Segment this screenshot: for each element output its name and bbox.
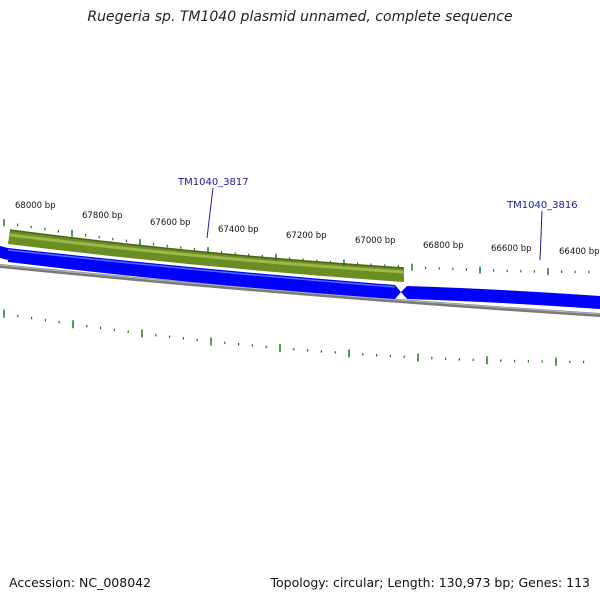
ruler-label-68000: 68000 bp <box>15 201 56 211</box>
map-title: Ruegeria sp. TM1040 plasmid unnamed, com… <box>87 9 513 25</box>
outer-ruler-ticks <box>3 219 590 276</box>
ruler-label-67800: 67800 bp <box>82 211 123 221</box>
ruler-label-67400: 67400 bp <box>218 225 259 235</box>
leader-line-tm1040-3817 <box>206 187 214 239</box>
ruler-label-66400: 66400 bp <box>559 247 600 257</box>
ruler-label-67200: 67200 bp <box>286 231 327 241</box>
ruler-label-67600: 67600 bp <box>150 218 191 228</box>
gene-arrow-tm1040-3817-highlight <box>9 233 405 274</box>
inner-ruler-ticks <box>3 309 585 366</box>
gene-arrow-long-blue-highlight <box>7 249 396 288</box>
backbone-arc-highlight <box>0 264 600 315</box>
leader-line-tm1040-3816 <box>539 210 543 261</box>
gene-arrow-tm1040-3817-edge <box>9 229 405 269</box>
ruler-label-66800: 66800 bp <box>423 241 464 251</box>
ruler-label-66600: 66600 bp <box>491 244 532 254</box>
topology-summary: Topology: circular; Length: 130,973 bp; … <box>270 575 591 590</box>
backbone-arc <box>0 264 600 317</box>
gene-arrow-left-segment[interactable] <box>0 246 8 260</box>
gene-label-tm1040-3816[interactable]: TM1040_3816 <box>506 200 578 211</box>
gene-label-tm1040-3817[interactable]: TM1040_3817 <box>177 177 249 188</box>
gene-arrow-tm1040-3816[interactable] <box>401 286 600 309</box>
accession-text: Accession: NC_008042 <box>9 575 152 590</box>
ruler-label-67000: 67000 bp <box>355 236 396 246</box>
